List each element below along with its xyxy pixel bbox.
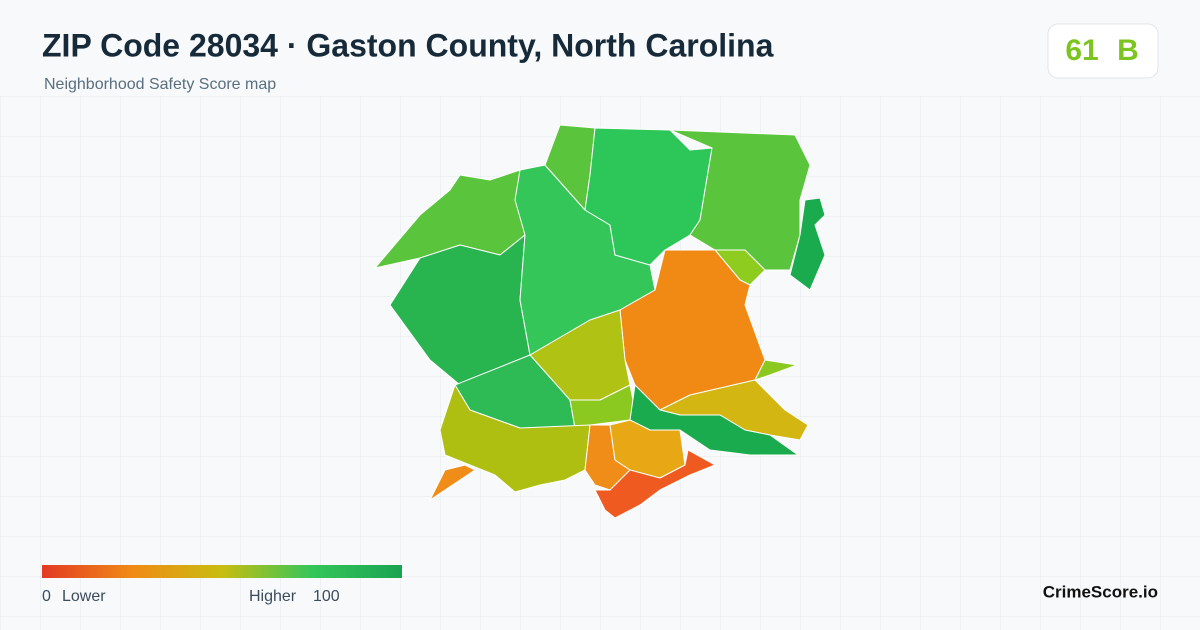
- region: [594, 449, 716, 519]
- map-regions: [374, 124, 826, 519]
- brand: CrimeScore.io: [1043, 582, 1158, 601]
- region: [789, 197, 826, 291]
- score-grade: B: [1117, 34, 1139, 67]
- region: [754, 359, 798, 381]
- title: ZIP Code 28034 · Gaston County, North Ca…: [42, 27, 774, 63]
- legend-max-label: Higher: [249, 588, 297, 605]
- score-badge: [1047, 23, 1159, 79]
- score-value: 61: [1065, 34, 1098, 67]
- region: [429, 464, 476, 501]
- region: [439, 384, 591, 493]
- legend-min-label: Lower: [62, 588, 106, 605]
- legend-max: 100: [313, 588, 340, 605]
- legend-min: 0: [42, 588, 51, 605]
- subtitle: Neighborhood Safety Score map: [44, 76, 276, 93]
- legend-gradient: [42, 565, 402, 578]
